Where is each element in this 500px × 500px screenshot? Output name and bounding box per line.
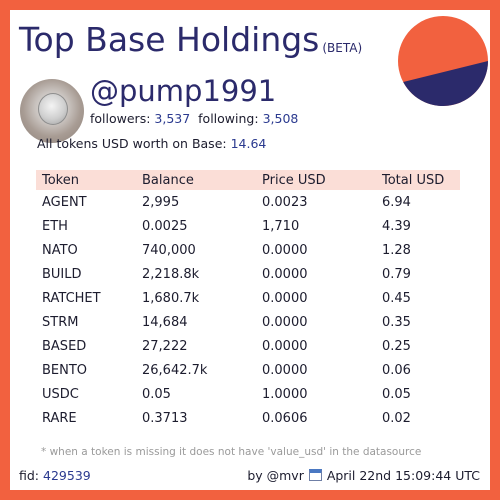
col-header-balance: Balance (142, 172, 194, 188)
timestamp: April 22nd 15:09:44 UTC (326, 468, 480, 483)
holdings-card: Top Base Holdings (BETA) @pump1991 follo… (10, 10, 490, 490)
table-row: RARE 0.3713 0.0606 0.02 (36, 406, 460, 430)
table-row: NATO 740,000 0.0000 1.28 (36, 238, 460, 262)
cell-total: 0.35 (382, 314, 411, 330)
followers-count: 3,537 (154, 111, 191, 126)
cell-price: 0.0000 (262, 314, 308, 330)
beta-badge: (BETA) (322, 41, 363, 55)
table-row: BUILD 2,218.8k 0.0000 0.79 (36, 262, 460, 286)
table-row: STRM 14,684 0.0000 0.35 (36, 310, 460, 334)
table-row: BASED 27,222 0.0000 0.25 (36, 334, 460, 358)
cell-price: 0.0000 (262, 338, 308, 354)
cell-token: NATO (42, 242, 78, 258)
cell-total: 1.28 (382, 242, 411, 258)
avatar-coin-image (38, 93, 68, 125)
cell-price: 0.0023 (262, 194, 308, 210)
cell-token: BASED (42, 338, 87, 354)
cell-token: USDC (42, 386, 79, 402)
worth-label: All tokens USD worth on Base: (37, 136, 227, 151)
table-row: AGENT 2,995 0.0023 6.94 (36, 190, 460, 214)
fid-info: fid: 429539 (19, 468, 91, 483)
author-link[interactable]: by @mvr (247, 468, 304, 483)
follow-stats: followers: 3,537 following: 3,508 (90, 111, 298, 126)
cell-token: RATCHET (42, 290, 101, 306)
col-header-price: Price USD (262, 172, 326, 188)
cell-price: 0.0000 (262, 362, 308, 378)
cell-total: 0.25 (382, 338, 411, 354)
page-title: Top Base Holdings (19, 20, 320, 59)
cell-total: 0.02 (382, 410, 411, 426)
attribution: by @mvr April 22nd 15:09:44 UTC (247, 468, 480, 483)
worth-value: 14.64 (230, 136, 267, 151)
cell-token: RARE (42, 410, 77, 426)
avatar[interactable] (20, 79, 84, 143)
fid-value: 429539 (43, 468, 91, 483)
cell-balance: 0.3713 (142, 410, 188, 426)
cell-total: 0.45 (382, 290, 411, 306)
pie-secondary-slice (403, 61, 488, 106)
cell-price: 0.0606 (262, 410, 308, 426)
table-row: BENTO 26,642.7k 0.0000 0.06 (36, 358, 460, 382)
table-header-row: Token Balance Price USD Total USD (36, 170, 460, 190)
cell-total: 0.06 (382, 362, 411, 378)
cell-balance: 14,684 (142, 314, 188, 330)
cell-price: 1,710 (262, 218, 300, 234)
cell-balance: 0.05 (142, 386, 171, 402)
cell-total: 0.79 (382, 266, 411, 282)
holdings-table: Token Balance Price USD Total USD AGENT … (36, 170, 460, 430)
cell-balance: 1,680.7k (142, 290, 200, 306)
cell-token: STRM (42, 314, 79, 330)
username-handle[interactable]: @pump1991 (90, 74, 277, 108)
cell-price: 0.0000 (262, 242, 308, 258)
table-row: RATCHET 1,680.7k 0.0000 0.45 (36, 286, 460, 310)
title-row: Top Base Holdings (BETA) (19, 20, 362, 60)
cell-total: 0.05 (382, 386, 411, 402)
col-header-token: Token (42, 172, 79, 188)
cell-token: BUILD (42, 266, 82, 282)
table-row: USDC 0.05 1.0000 0.05 (36, 382, 460, 406)
cell-price: 0.0000 (262, 266, 308, 282)
cell-balance: 740,000 (142, 242, 196, 258)
cell-balance: 26,642.7k (142, 362, 208, 378)
fid-label: fid: (19, 468, 40, 483)
col-header-total: Total USD (382, 172, 445, 188)
cell-total: 4.39 (382, 218, 411, 234)
table-row: ETH 0.0025 1,710 4.39 (36, 214, 460, 238)
cell-balance: 2,218.8k (142, 266, 200, 282)
cell-token: ETH (42, 218, 68, 234)
total-worth: All tokens USD worth on Base: 14.64 (37, 136, 266, 151)
cell-price: 0.0000 (262, 290, 308, 306)
cell-balance: 2,995 (142, 194, 180, 210)
calendar-icon (308, 469, 322, 481)
following-label: following: (198, 111, 259, 126)
cell-balance: 27,222 (142, 338, 188, 354)
cell-token: AGENT (42, 194, 87, 210)
pie-logo-icon (398, 16, 488, 106)
cell-price: 1.0000 (262, 386, 308, 402)
following-count: 3,508 (262, 111, 299, 126)
cell-token: BENTO (42, 362, 88, 378)
followers-label: followers: (90, 111, 151, 126)
cell-balance: 0.0025 (142, 218, 188, 234)
cell-total: 6.94 (382, 194, 411, 210)
footnote: * when a token is missing it does not ha… (41, 446, 422, 458)
